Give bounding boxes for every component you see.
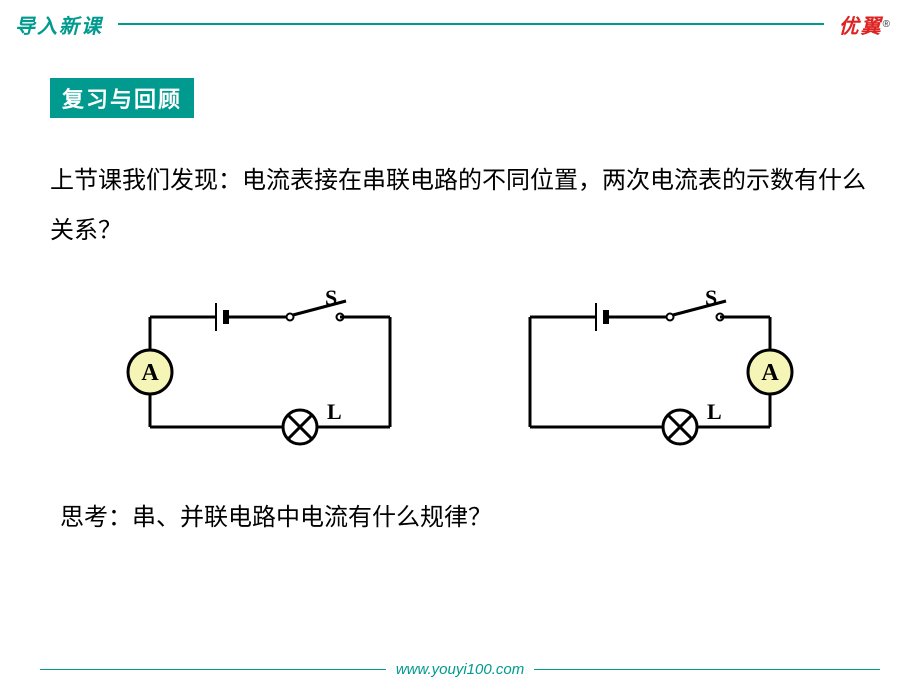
svg-text:A: A <box>141 360 159 386</box>
question-paragraph: 思考：串、并联电路中电流有什么规律？ <box>60 497 920 532</box>
page-title: 导入新课 <box>15 10 103 39</box>
circuit-diagram-row: S L A S L A <box>0 287 920 457</box>
svg-text:L: L <box>707 399 722 424</box>
header-bar: 导入新课 优 翼 ® <box>0 0 920 38</box>
section-badge: 复习与回顾 <box>50 78 194 118</box>
logo-registered-icon: ® <box>883 19 890 30</box>
body-paragraph: 上节课我们发现：电流表接在串联电路的不同位置，两次电流表的示数有什么关系？ <box>50 156 870 257</box>
footer-url: www.youyi100.com <box>396 661 524 678</box>
svg-text:S: S <box>325 287 337 310</box>
svg-text:S: S <box>705 287 717 310</box>
circuit-svg-2: S L A <box>500 287 800 457</box>
logo-char-1: 优 <box>839 10 859 39</box>
circuit-diagram-1: S L A <box>120 287 420 457</box>
svg-text:A: A <box>761 360 779 386</box>
header-divider <box>118 23 824 25</box>
circuit-svg-1: S L A <box>120 287 420 457</box>
logo-char-2: 翼 <box>861 10 881 39</box>
footer-line-left <box>40 669 386 670</box>
footer-line-right <box>534 669 880 670</box>
circuit-diagram-2: S L A <box>500 287 800 457</box>
svg-text:L: L <box>327 399 342 424</box>
brand-logo: 优 翼 ® <box>839 10 890 39</box>
footer-bar: www.youyi100.com <box>0 661 920 678</box>
